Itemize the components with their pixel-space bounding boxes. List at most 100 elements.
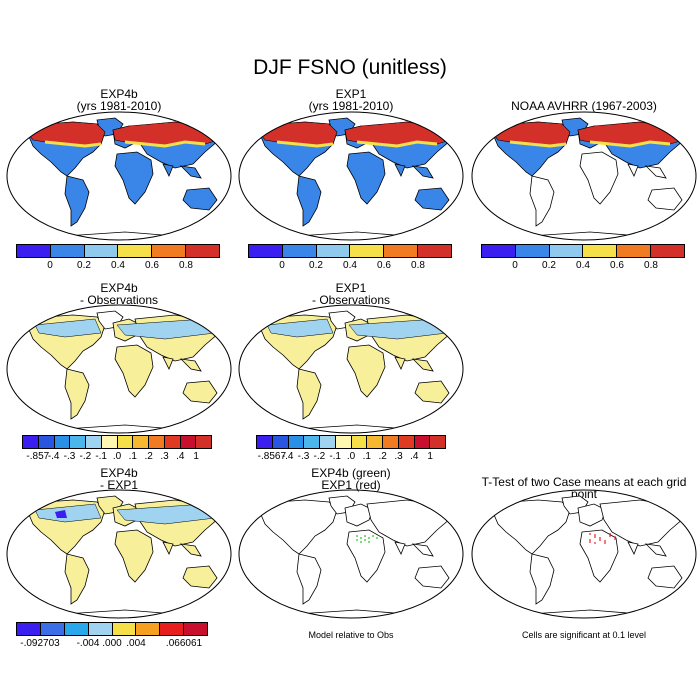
panel-title-line1: EXP1 xyxy=(335,87,367,101)
significant-cell xyxy=(594,536,596,538)
colorbar-tick-label: .0 xyxy=(112,451,122,462)
colorbar-swatch xyxy=(335,436,352,448)
colorbar-swatch xyxy=(651,245,684,257)
continent-africa xyxy=(346,151,386,205)
colorbar-tick-label: .0 xyxy=(346,451,356,462)
map-projection-outline xyxy=(6,111,232,241)
colorbar-tick-label: 0.8 xyxy=(644,260,658,271)
continent-seAsia xyxy=(411,543,434,557)
colorbar-swatch xyxy=(164,436,181,448)
colorbar-swatch xyxy=(40,623,65,635)
colorbar-swatch xyxy=(84,245,119,257)
panel-title-line1: EXP1 xyxy=(335,281,367,295)
significant-cell xyxy=(589,533,591,535)
colorbar-tick-label: 0.6 xyxy=(610,260,624,271)
colorbar-swatch xyxy=(160,623,185,635)
continent-southAmerica xyxy=(296,175,322,227)
significant-cell xyxy=(614,536,616,538)
colorbar-tick-label: -.4 xyxy=(47,451,60,462)
panel-title-model-rel: EXP4b (green) EXP1 (red) xyxy=(237,467,465,491)
colorbar-tick-label: -.1 xyxy=(329,451,341,462)
continent-southAmerica xyxy=(529,553,555,605)
colorbar-tick-label: 0.4 xyxy=(111,260,125,271)
colorbar-tick-label: .066061 xyxy=(165,638,203,649)
colorbar-swatch xyxy=(617,245,652,257)
note-model-relative: Model relative to Obs xyxy=(308,630,394,640)
colorbar-tick-label: -.004 xyxy=(76,638,100,649)
map-exp4b-obs xyxy=(6,304,232,434)
continent-australia xyxy=(414,380,450,404)
panel-title-exp1-obs: EXP1- Observations xyxy=(237,282,465,306)
colorbar-swatch xyxy=(196,436,211,448)
continent-seAsia xyxy=(644,165,667,179)
colorbar-swatch xyxy=(118,245,153,257)
panel-title-line2: - EXP1 xyxy=(99,478,138,492)
significant-cell-green xyxy=(372,535,374,537)
colorbar-swatch xyxy=(17,245,51,257)
colorbar-exp4b xyxy=(16,244,220,258)
panel-title-line2: (yrs 1981-2010) xyxy=(76,99,162,113)
panel-title-line1: EXP4b (green) xyxy=(311,466,391,480)
colorbar-swatch xyxy=(136,623,161,635)
continent-india xyxy=(627,541,639,555)
map-ttest xyxy=(471,489,697,619)
colorbar-swatch xyxy=(350,245,385,257)
continent-northAmerica xyxy=(491,499,571,555)
colorbar-swatch xyxy=(288,436,305,448)
continent-seAsia xyxy=(644,543,667,557)
colorbar-swatch xyxy=(86,436,102,448)
colorbar-swatch xyxy=(88,623,113,635)
panel-title-exp4b: EXP4b (yrs 1981-2010) xyxy=(5,88,233,112)
continent-australia xyxy=(182,187,218,211)
map-projection-outline xyxy=(238,489,464,619)
colorbar-swatch xyxy=(414,436,431,448)
continent-africa xyxy=(346,529,386,583)
map-exp1-obs xyxy=(238,304,464,434)
panel-title-exp1: EXP1 (yrs 1981-2010) xyxy=(237,88,465,112)
colorbar-tick-label: -.3 xyxy=(297,451,310,462)
colorbar-swatch xyxy=(367,436,383,448)
significant-cell xyxy=(594,542,596,544)
continent-india xyxy=(162,163,174,177)
colorbar-exp1-obs xyxy=(256,435,446,449)
colorbar-exp4b-obs xyxy=(22,435,212,449)
colorbar-tick-label: 0.2 xyxy=(77,260,91,271)
significant-cell xyxy=(609,535,611,537)
colorbar-tick-label: 0 xyxy=(279,260,285,271)
colorbar-swatch xyxy=(418,245,451,257)
colorbar-tick-label: 0 xyxy=(47,260,53,271)
colorbar-tick-label: -.857 xyxy=(26,451,50,462)
panel-title-line2: EXP1 (red) xyxy=(321,478,381,492)
continent-southAmerica xyxy=(64,553,90,605)
colorbar-tick-label: .1 xyxy=(362,451,371,462)
colorbar-exp1 xyxy=(248,244,452,258)
significant-cell-green xyxy=(360,537,362,539)
difference-high-latitude xyxy=(266,318,448,340)
continent-africa xyxy=(114,529,154,583)
significant-cell xyxy=(589,541,591,543)
colorbar-swatch xyxy=(23,436,39,448)
colorbar-swatch xyxy=(152,245,187,257)
significant-cell xyxy=(589,539,591,541)
snow-transition-band xyxy=(44,140,206,148)
map-model-rel xyxy=(238,489,464,619)
continent-india xyxy=(627,163,639,177)
map-exp1 xyxy=(238,111,464,241)
colorbar-swatch xyxy=(70,436,86,448)
colorbar-obs xyxy=(481,244,685,258)
colorbar-tick-label: -.2 xyxy=(313,451,326,462)
colorbar-tick-label: 0 xyxy=(512,260,518,271)
panel-title-line1: NOAA AVHRR (1967-2003) xyxy=(511,99,657,113)
continent-europe xyxy=(344,503,374,527)
colorbar-swatch xyxy=(249,245,283,257)
significant-cell-green xyxy=(364,535,366,537)
continent-australia xyxy=(414,187,450,211)
colorbar-tick-label: .4 xyxy=(176,451,185,462)
colorbar-tick-label: 0.2 xyxy=(309,260,323,271)
colorbar-swatch xyxy=(38,436,55,448)
colorbar-swatch xyxy=(304,436,320,448)
colorbar-tick-label: 0.6 xyxy=(145,260,159,271)
panel-title-line2: (yrs 1981-2010) xyxy=(308,99,394,113)
colorbar-swatch xyxy=(180,436,197,448)
colorbar-tick-label: 0.4 xyxy=(343,260,357,271)
